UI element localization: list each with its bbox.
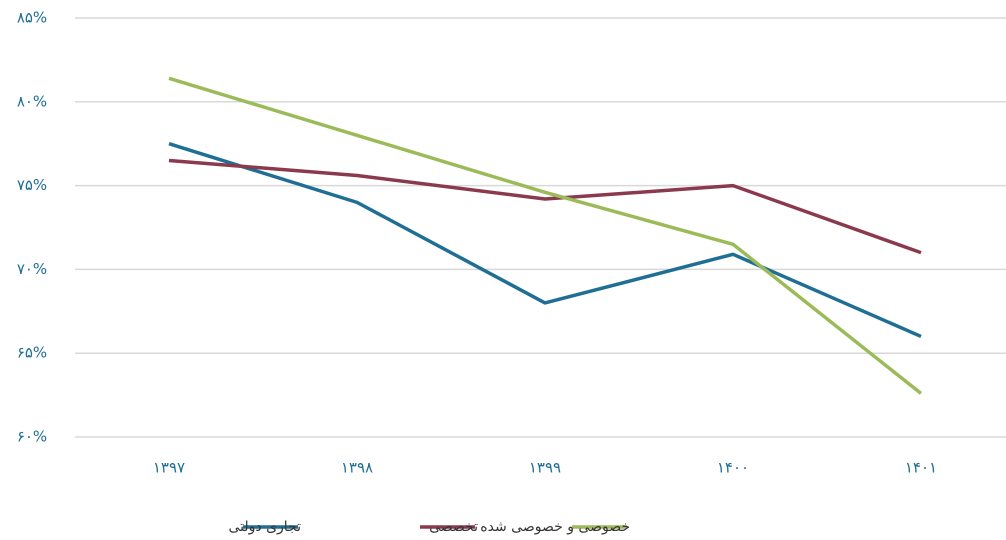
y-tick-label: ۷۵% — [17, 176, 47, 194]
y-tick-label: ۶۰% — [17, 428, 47, 446]
x-tick-label: ۱۴۰۱ — [905, 459, 937, 477]
series-line — [168, 76, 923, 395]
legend-label: خصوصی و خصوصی شده — [480, 519, 630, 535]
y-tick-label: ۶۵% — [17, 344, 47, 362]
x-tick-label: ۱۴۰۰ — [717, 459, 749, 477]
y-tick-label: ۸۵% — [17, 9, 47, 27]
legend-label: تجاری دولتی — [228, 519, 301, 535]
y-tick-label: ۸۰% — [17, 92, 47, 110]
y-tick-label: ۷۰% — [17, 260, 47, 278]
x-tick-label: ۱۳۹۷ — [153, 459, 185, 477]
x-tick-label: ۱۳۹۹ — [529, 459, 561, 477]
series-line — [168, 158, 922, 255]
series-line — [168, 142, 922, 339]
x-tick-label: ۱۳۹۸ — [341, 459, 373, 477]
legend-label: تخصصی — [429, 519, 478, 535]
